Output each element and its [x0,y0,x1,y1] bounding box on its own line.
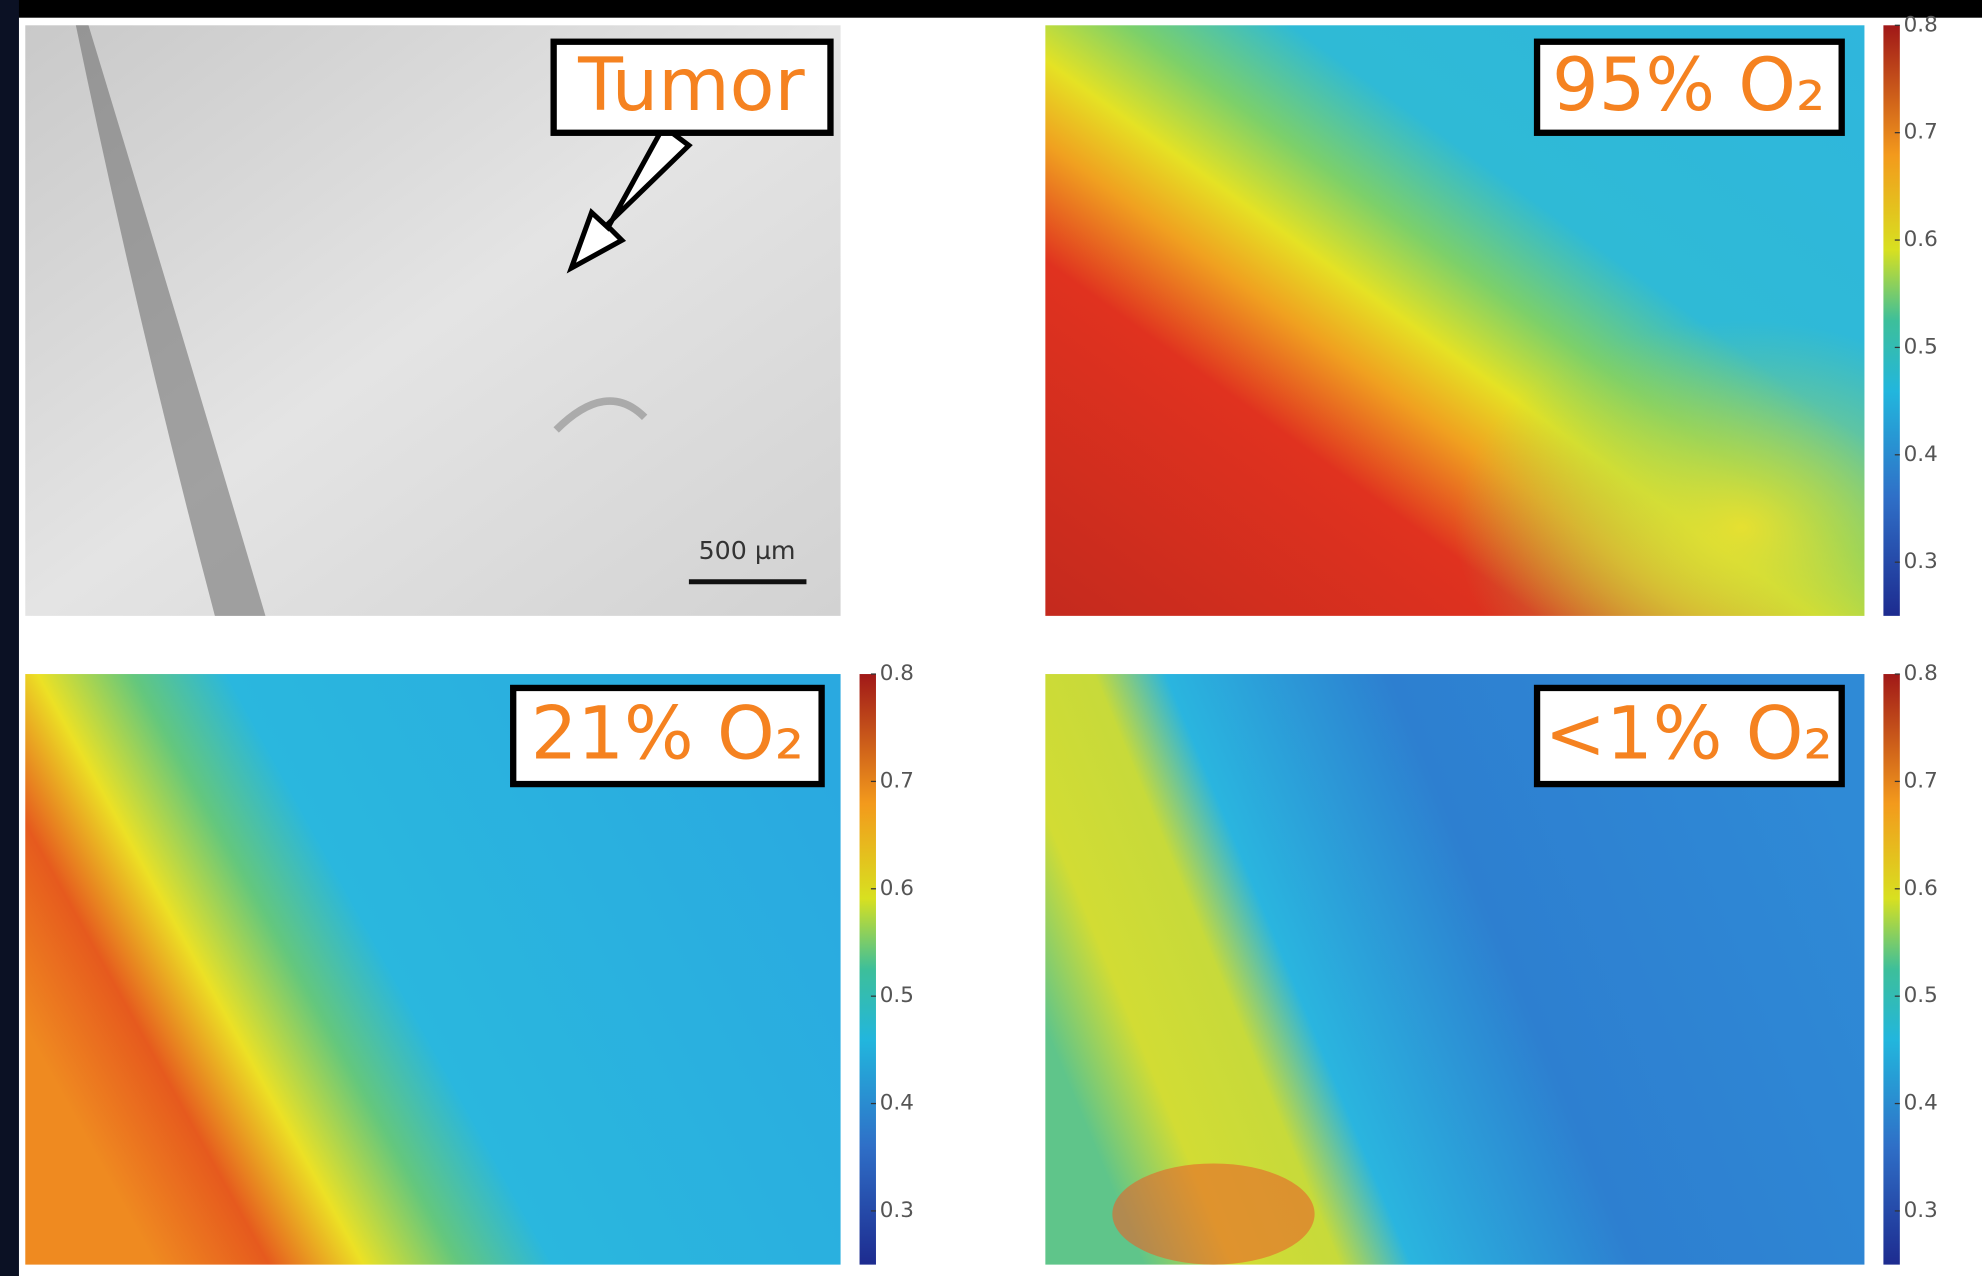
colorbar-tick-label: 0.7 [1904,120,1938,145]
colorbar-tick-label: 0.4 [1904,1091,1938,1116]
colorbar-tick-label: 0.3 [880,1198,914,1223]
scale-bar-label: 500 µm [699,536,796,565]
colorbar-tick-label: 0.4 [880,1091,914,1116]
heatmap-overlay [1112,1163,1314,1264]
figure: 500 µm Tumor 95% O₂ 21% O₂ <1% O₂ 0.3 0.4… [0,0,1982,1276]
colorbar-tick-label: 0.3 [1904,1198,1938,1223]
colorbar [860,674,876,1265]
colorbar-tick-label: 0.8 [880,661,914,686]
colorbar-tick-label: 0.5 [1904,334,1938,359]
colorbar-tick-label: 0.7 [1904,768,1938,793]
panel-label: <1% O₂ [1545,692,1833,777]
colorbar [1883,674,1899,1265]
colorbar-tick-label: 0.3 [1904,549,1938,574]
colorbar-tick-label: 0.6 [1904,876,1938,901]
colorbar-tick-label: 0.8 [1904,661,1938,686]
colorbar-tick-label: 0.5 [880,983,914,1008]
brightfield-panel: 500 µm Tumor [25,25,840,616]
panel-label: Tumor [577,43,805,128]
colorbar-tick-label: 0.8 [1904,12,1938,37]
heatmap-95: 95% O₂ [1045,25,1864,616]
left-band [0,0,19,1276]
panel-label: 95% O₂ [1552,43,1825,128]
colorbar [1883,25,1899,616]
colorbar-tick-label: 0.7 [880,768,914,793]
colorbar-tick-label: 0.6 [880,876,914,901]
colorbar-tick-label: 0.6 [1904,227,1938,252]
top-band [0,0,1982,18]
colorbar-tick-label: 0.5 [1904,983,1938,1008]
heatmap-1: <1% O₂ [1045,674,1864,1265]
colorbar-tick-label: 0.4 [1904,442,1938,467]
page: 500 µm Tumor 95% O₂ 21% O₂ <1% O₂ 0.3 0.4… [0,0,1982,1276]
heatmap-21: 21% O₂ [25,674,840,1265]
panel-label: 21% O₂ [531,692,804,777]
